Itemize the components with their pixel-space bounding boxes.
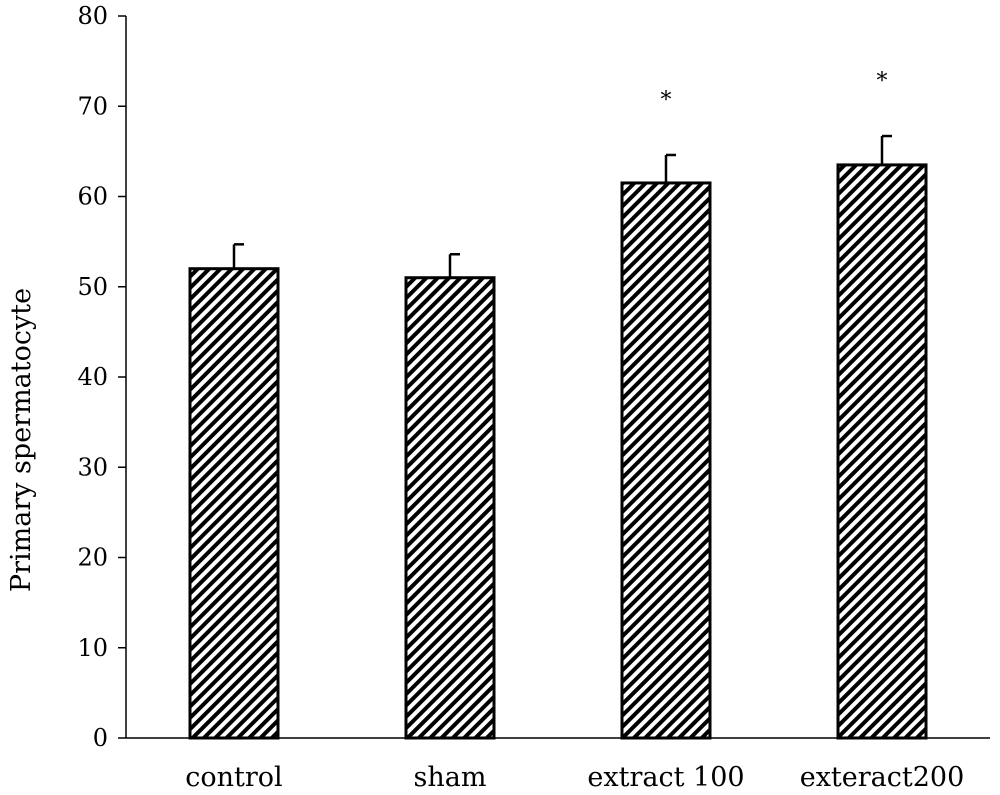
y-tick-label: 40 [77,363,108,391]
y-tick-label: 80 [77,2,108,30]
x-category-label: extract 100 [587,762,744,793]
y-tick-label: 10 [77,634,108,662]
bars [188,163,928,740]
y-axis-title: Primary spermatocyte [6,288,37,592]
y-tick-label: 30 [77,453,108,481]
y-tick-label: 20 [77,544,108,572]
bar-sham [404,276,496,740]
y-tick-label: 60 [77,183,108,211]
y-tick-label: 50 [77,273,108,301]
y-tick-label: 0 [93,724,108,752]
x-category-label: control [185,762,282,793]
x-category-label: exteract200 [800,762,965,793]
x-category-label: sham [414,762,487,793]
significance-asterisk: * [877,69,888,94]
significance-markers: ** [661,69,888,113]
y-axis: 0 10 20 30 40 50 60 70 80 [77,2,127,752]
y-tick-label: 70 [77,92,108,120]
bar-exteract200 [836,163,928,740]
bar-extract-100 [620,181,712,740]
error-bars [232,134,892,278]
x-axis: control sham extract 100 exteract200 [126,737,990,793]
significance-asterisk: * [661,88,672,113]
bar-control [188,267,280,740]
